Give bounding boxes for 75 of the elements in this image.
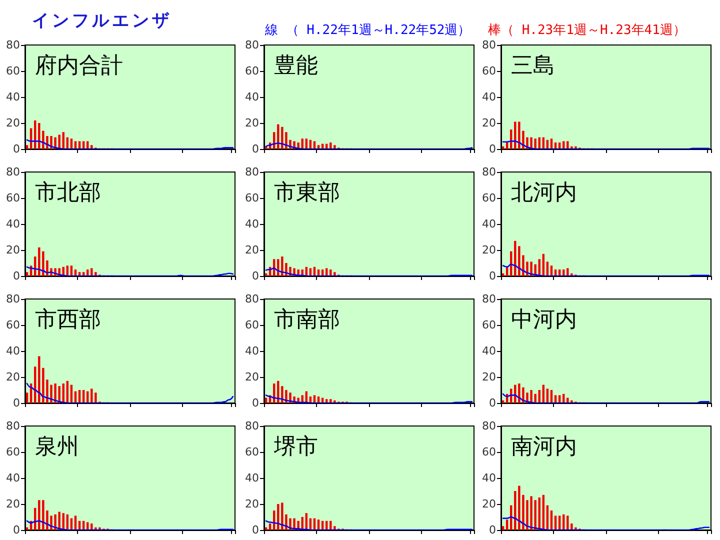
y-tick-label: 60 [245,64,259,78]
y-tick-label: 40 [6,218,20,230]
y-tick-label: 20 [245,244,259,256]
chart-title: 市西部 [35,308,101,332]
y-tick-label: 0 [489,396,496,410]
y-tick-label: 20 [482,244,496,256]
chart-title: 市東部 [274,180,340,206]
y-tick-label: 80 [6,166,20,178]
text: 棒（ H.23年1週～H.23年41週） [488,22,686,39]
y-tick-label: 40 [245,472,259,484]
y-tick-label: 20 [6,116,20,130]
y-tick-label: 60 [6,192,20,204]
y-tick-label: 60 [6,318,20,332]
y-tick-label: 80 [245,166,259,178]
y-tick-label: 80 [482,38,496,52]
y-tick-label: 40 [482,472,496,484]
y-tick-label: 0 [252,396,259,410]
chart-title: 豊能 [274,54,318,78]
y-tick-label: 0 [13,270,20,282]
y-tick-label: 0 [252,142,259,156]
chart-title: 府内合計 [35,54,123,78]
y-tick-label: 0 [13,524,20,536]
y-tick-label: 0 [252,270,259,282]
y-tick-label: 80 [482,420,496,432]
y-tick-label: 60 [482,64,496,78]
y-tick-label: 80 [6,420,20,432]
chart-title: 市南部 [274,308,340,332]
y-tick-label: 60 [245,446,259,458]
chart-title: 市北部 [35,180,101,206]
chart-title: 中河内 [511,308,577,332]
chart-title: 北河内 [511,180,577,206]
chart-title: 南河内 [511,434,577,460]
text: 線 （ H.22年1週～H.22年52週） [265,22,471,39]
y-tick-label: 40 [482,218,496,230]
y-tick-label: 40 [6,90,20,104]
y-tick-label: 80 [482,166,496,178]
chart-title: 三島 [511,54,555,78]
y-tick-label: 20 [6,498,20,510]
text: インフルエンザ [32,10,172,32]
y-tick-label: 20 [245,498,259,510]
y-tick-label: 0 [489,270,496,282]
y-tick-label: 20 [482,370,496,384]
y-tick-label: 60 [482,192,496,204]
y-tick-label: 40 [245,218,259,230]
y-tick-label: 20 [6,370,20,384]
y-tick-label: 60 [6,446,20,458]
y-tick-label: 40 [245,344,259,358]
y-tick-label: 0 [252,524,259,536]
y-tick-label: 20 [245,116,259,130]
y-tick-label: 0 [489,524,496,536]
y-tick-label: 0 [489,142,496,156]
y-tick-label: 80 [6,38,20,52]
y-tick-label: 80 [245,292,259,306]
y-tick-label: 80 [6,292,20,306]
y-tick-label: 60 [245,318,259,332]
y-tick-label: 40 [6,344,20,358]
y-tick-label: 20 [482,498,496,510]
chart-title: 泉州 [35,434,79,460]
y-tick-label: 60 [6,64,20,78]
y-tick-label: 20 [6,244,20,256]
y-tick-label: 80 [245,420,259,432]
chart-title: 堺市 [273,434,318,460]
y-tick-label: 80 [245,38,259,52]
y-tick-label: 20 [245,370,259,384]
y-tick-label: 40 [6,472,20,484]
y-tick-label: 60 [482,318,496,332]
y-tick-label: 0 [13,396,20,410]
y-tick-label: 60 [482,446,496,458]
y-tick-label: 20 [482,116,496,130]
y-tick-label: 60 [245,192,259,204]
y-tick-label: 40 [245,90,259,104]
y-tick-label: 0 [13,142,20,156]
y-tick-label: 40 [482,90,496,104]
y-tick-label: 80 [482,292,496,306]
y-tick-label: 40 [482,344,496,358]
